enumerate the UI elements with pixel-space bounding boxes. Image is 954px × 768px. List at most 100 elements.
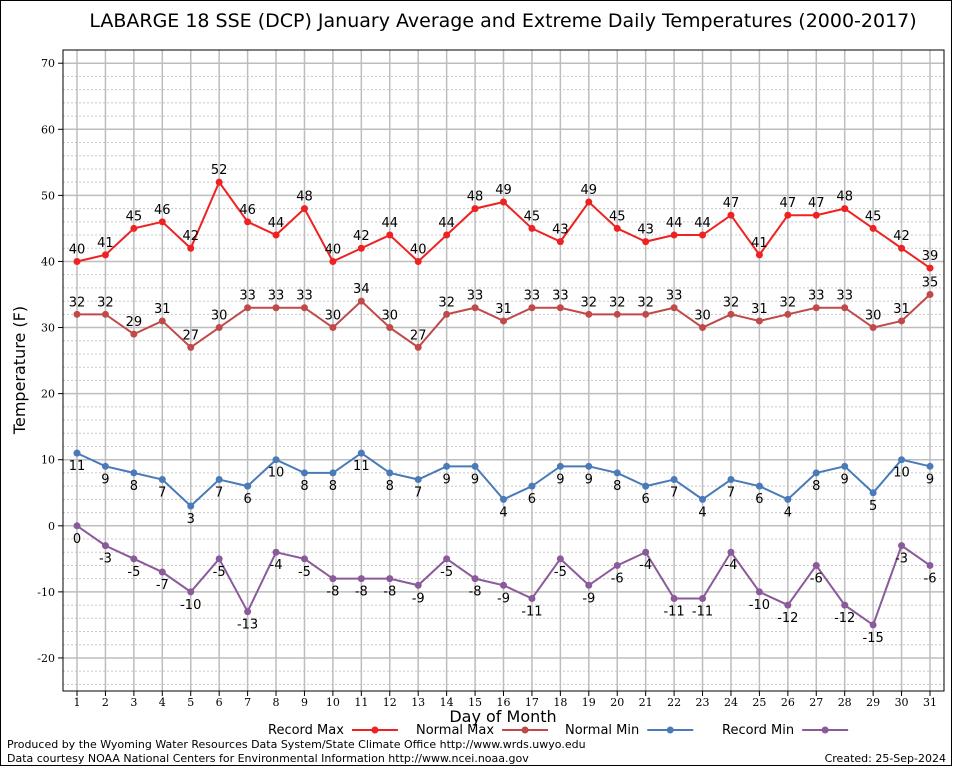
data-label: 33 <box>808 289 825 304</box>
data-point <box>158 476 166 484</box>
legend-marker <box>521 726 529 734</box>
data-point <box>158 317 166 325</box>
data-point <box>101 462 109 470</box>
data-label: 49 <box>581 183 598 198</box>
data-label: -6 <box>611 571 624 586</box>
data-label: 7 <box>670 486 678 501</box>
data-label: 11 <box>353 459 370 474</box>
data-label: 48 <box>467 190 484 205</box>
data-point <box>443 310 451 318</box>
data-point <box>414 343 422 351</box>
data-point <box>585 581 593 589</box>
data-point <box>642 310 650 318</box>
data-label: 8 <box>386 479 394 494</box>
data-point <box>329 257 337 265</box>
data-point <box>414 581 422 589</box>
data-point <box>471 575 479 583</box>
data-point <box>642 548 650 556</box>
data-label: 32 <box>637 295 654 310</box>
data-label: 47 <box>780 196 797 211</box>
data-label: 6 <box>755 492 763 507</box>
data-label: 30 <box>325 309 342 324</box>
data-point <box>699 495 707 503</box>
data-point <box>613 561 621 569</box>
data-label: 6 <box>528 492 536 507</box>
data-point <box>244 482 252 490</box>
data-label: -8 <box>469 585 482 600</box>
legend-label: Record Min <box>722 723 794 738</box>
data-label: 46 <box>154 203 171 218</box>
data-point <box>187 588 195 596</box>
data-label: 44 <box>694 216 711 231</box>
data-point <box>500 581 507 589</box>
x-tick-label: 19 <box>582 696 596 709</box>
data-label: -13 <box>237 618 258 633</box>
data-point <box>130 224 138 232</box>
data-label: 40 <box>325 242 342 257</box>
data-point <box>812 469 820 477</box>
x-tick-label: 31 <box>923 696 937 709</box>
data-label: 40 <box>69 242 86 257</box>
data-point <box>812 304 820 312</box>
data-label: 7 <box>158 486 166 501</box>
data-label: 0 <box>73 532 81 547</box>
data-point <box>556 555 564 563</box>
data-label: 41 <box>97 236 114 251</box>
data-label: 8 <box>613 479 621 494</box>
data-label: 8 <box>130 479 138 494</box>
x-axis-label: Day of Month <box>449 707 556 726</box>
data-label: 7 <box>727 486 735 501</box>
data-label: 9 <box>585 472 593 487</box>
x-tick-label: 12 <box>383 696 397 709</box>
data-point <box>73 522 81 530</box>
data-point <box>386 231 394 239</box>
data-point <box>755 317 763 325</box>
x-tick-label: 14 <box>440 696 454 709</box>
data-label: 45 <box>865 209 882 224</box>
data-label: 32 <box>723 295 740 310</box>
x-tick-label: 23 <box>696 696 710 709</box>
data-label: -10 <box>749 598 770 613</box>
series-record-max: 40 41 45 46 42 52 46 44 48 40 42 44 40 44 48 49 45 43 49 45… <box>69 163 938 272</box>
data-point <box>158 218 166 226</box>
data-point <box>130 555 138 563</box>
data-point <box>755 251 763 259</box>
data-point <box>869 324 877 332</box>
data-point <box>357 575 365 583</box>
data-label: -11 <box>663 604 684 619</box>
data-point <box>329 324 337 332</box>
data-point <box>244 608 252 616</box>
series-normal-min: 11 9 8 7 3 7 6 10 8 8 11 8 7 9 9 4 6 9 9 8 6 7 4 7 6 4 8 9 5 10 9 <box>69 449 934 527</box>
data-label: 41 <box>751 236 768 251</box>
data-point <box>187 343 195 351</box>
data-label: 33 <box>467 289 484 304</box>
data-label: 48 <box>836 190 853 205</box>
data-label: 27 <box>410 328 427 343</box>
data-label: 11 <box>69 459 86 474</box>
x-tick-label: 22 <box>667 696 681 709</box>
legend-item-record-min: Record Min <box>722 723 849 738</box>
y-tick-label: 50 <box>41 189 55 202</box>
data-point <box>784 495 792 503</box>
data-point <box>414 476 422 484</box>
x-tick-label: 30 <box>895 696 909 709</box>
data-label: 33 <box>524 289 541 304</box>
x-tick-label: 26 <box>781 696 795 709</box>
data-label: -6 <box>810 571 823 586</box>
data-point <box>329 575 337 583</box>
data-point <box>244 218 252 226</box>
y-tick-label: 30 <box>41 322 55 335</box>
data-point <box>528 224 536 232</box>
data-point <box>670 476 678 484</box>
x-tick-label: 25 <box>752 696 766 709</box>
data-label: 44 <box>438 216 455 231</box>
data-point <box>73 257 81 265</box>
data-label: -8 <box>383 585 396 600</box>
data-label: 4 <box>698 505 706 520</box>
x-tick-label: 21 <box>639 696 653 709</box>
data-point <box>727 211 735 219</box>
data-label: 9 <box>841 472 849 487</box>
data-point <box>386 324 394 332</box>
